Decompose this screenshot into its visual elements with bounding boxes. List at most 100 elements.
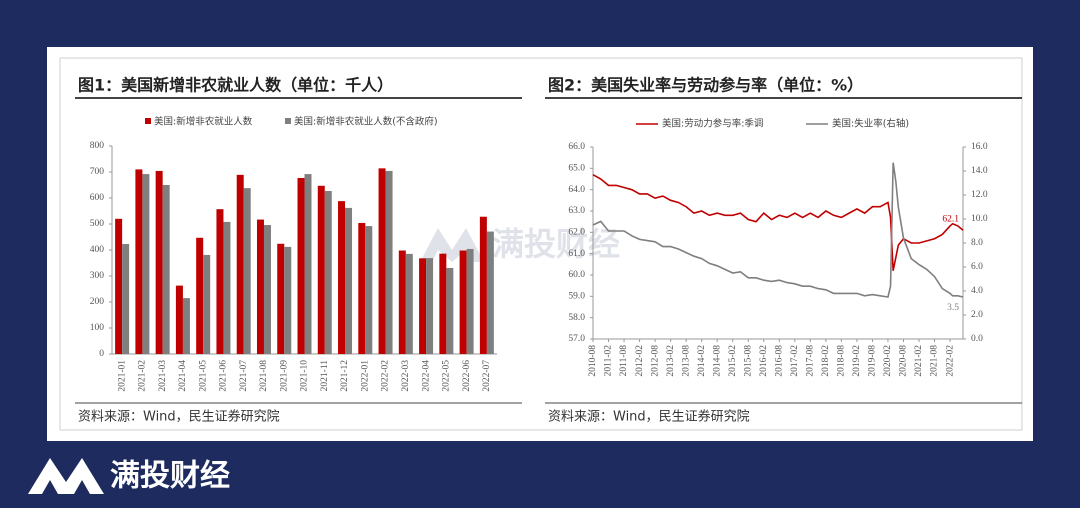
x-tick-label: 2021-03 bbox=[158, 360, 168, 392]
bar bbox=[277, 243, 285, 354]
bar bbox=[182, 298, 190, 354]
bar bbox=[304, 174, 312, 354]
bar bbox=[142, 174, 150, 354]
x-tick-label: 2011-02 bbox=[604, 345, 614, 377]
y-tick-label: 64.0 bbox=[568, 185, 585, 195]
x-tick-label: 2012-08 bbox=[650, 345, 660, 377]
y2-tick-label: 6.0 bbox=[971, 262, 983, 272]
bar bbox=[426, 258, 434, 354]
series-line bbox=[592, 174, 964, 271]
y-tick-label: 65.0 bbox=[568, 164, 585, 174]
legend-swatch bbox=[145, 118, 151, 124]
y-tick-label: 0 bbox=[99, 349, 104, 359]
y2-tick-label: 8.0 bbox=[971, 238, 983, 248]
x-tick-label: 2022-01 bbox=[360, 360, 370, 392]
brand-logo bbox=[28, 458, 104, 494]
y-tick-label: 700 bbox=[90, 167, 105, 177]
legend-label: 美国:新增非农就业人数(不含政府) bbox=[294, 116, 438, 128]
bar bbox=[486, 231, 494, 354]
bar bbox=[203, 254, 211, 354]
x-tick-label: 2010-08 bbox=[588, 345, 598, 377]
series-line bbox=[592, 162, 964, 298]
y-tick-label: 61.0 bbox=[568, 249, 585, 259]
bar bbox=[122, 244, 130, 354]
bar bbox=[317, 185, 325, 354]
x-tick-label: 2014-02 bbox=[697, 345, 707, 377]
y-tick-label: 66.0 bbox=[568, 142, 585, 152]
x-tick-label: 2018-02 bbox=[821, 345, 831, 377]
x-tick-label: 2019-08 bbox=[868, 345, 878, 377]
legend-swatch bbox=[285, 118, 291, 124]
x-tick-label: 2021-04 bbox=[178, 360, 188, 392]
bar bbox=[459, 250, 467, 354]
y-tick-label: 59.0 bbox=[568, 292, 585, 302]
y2-tick-label: 12.0 bbox=[971, 190, 988, 200]
y2-tick-label: 10.0 bbox=[971, 214, 988, 224]
bar bbox=[446, 267, 454, 354]
x-tick-label: 2017-08 bbox=[806, 345, 816, 377]
x-tick-label: 2021-01 bbox=[117, 360, 127, 392]
x-tick-label: 2011-08 bbox=[619, 345, 629, 377]
bar bbox=[385, 170, 393, 354]
legend-label: 美国:新增非农就业人数 bbox=[154, 116, 253, 128]
x-tick-label: 2021-08 bbox=[930, 345, 940, 377]
x-tick-label: 2015-02 bbox=[728, 345, 738, 377]
end-label: 3.5 bbox=[947, 303, 959, 313]
x-tick-label: 2022-02 bbox=[381, 360, 391, 392]
y-tick-label: 300 bbox=[90, 271, 105, 281]
bar bbox=[358, 222, 366, 354]
bar bbox=[162, 185, 170, 354]
bar bbox=[243, 188, 251, 354]
x-tick-label: 2016-08 bbox=[774, 345, 784, 377]
x-tick-label: 2018-08 bbox=[837, 345, 847, 377]
y2-tick-label: 16.0 bbox=[971, 142, 988, 152]
bar bbox=[284, 246, 292, 354]
y-tick-label: 100 bbox=[90, 323, 105, 333]
y-tick-label: 800 bbox=[90, 141, 105, 151]
x-tick-label: 2021-06 bbox=[219, 360, 229, 392]
x-tick-label: 2022-06 bbox=[462, 360, 472, 392]
chart-title: 图1：美国新增非农就业人数（单位：千人） bbox=[78, 76, 393, 95]
source: 资料来源：Wind，民生证券研究院 bbox=[78, 409, 280, 425]
bar bbox=[324, 190, 332, 354]
bar bbox=[155, 170, 163, 354]
x-tick-label: 2014-08 bbox=[712, 345, 722, 377]
x-tick-label: 2019-02 bbox=[852, 345, 862, 377]
watermark: 满投财经 bbox=[492, 225, 620, 263]
y2-tick-label: 14.0 bbox=[971, 166, 988, 176]
x-tick-label: 2021-02 bbox=[914, 345, 924, 377]
x-tick-label: 2022-05 bbox=[442, 360, 452, 392]
x-tick-label: 2013-08 bbox=[681, 345, 691, 377]
x-tick-label: 2016-02 bbox=[759, 345, 769, 377]
x-tick-label: 2013-02 bbox=[666, 345, 676, 377]
card-border bbox=[59, 57, 1023, 431]
x-tick-label: 2015-08 bbox=[743, 345, 753, 377]
x-tick-label: 2021-02 bbox=[138, 360, 148, 392]
x-tick-label: 2022-04 bbox=[421, 360, 431, 392]
bar bbox=[405, 253, 413, 354]
chart-title: 图2：美国失业率与劳动参与率（单位：%） bbox=[548, 76, 863, 95]
y-tick-label: 60.0 bbox=[568, 270, 585, 280]
bar bbox=[297, 177, 305, 354]
end-label: 62.1 bbox=[942, 214, 959, 224]
bar bbox=[115, 218, 123, 354]
bar bbox=[216, 209, 224, 354]
x-tick-label: 2022-03 bbox=[401, 360, 411, 392]
bar bbox=[256, 219, 264, 354]
bar bbox=[378, 168, 386, 354]
bar bbox=[223, 221, 231, 354]
x-tick-label: 2021-10 bbox=[300, 360, 310, 392]
bar bbox=[439, 253, 447, 354]
bar bbox=[466, 248, 474, 354]
bar bbox=[345, 207, 353, 354]
y-tick-label: 58.0 bbox=[568, 313, 585, 323]
y-tick-label: 63.0 bbox=[568, 206, 585, 216]
y-tick-label: 200 bbox=[90, 297, 105, 307]
x-tick-label: 2021-09 bbox=[279, 360, 289, 392]
x-tick-label: 2017-02 bbox=[790, 345, 800, 377]
card bbox=[47, 47, 1033, 441]
bar bbox=[135, 169, 143, 354]
x-tick-label: 2012-02 bbox=[635, 345, 645, 377]
x-tick-label: 2022-02 bbox=[945, 345, 955, 377]
